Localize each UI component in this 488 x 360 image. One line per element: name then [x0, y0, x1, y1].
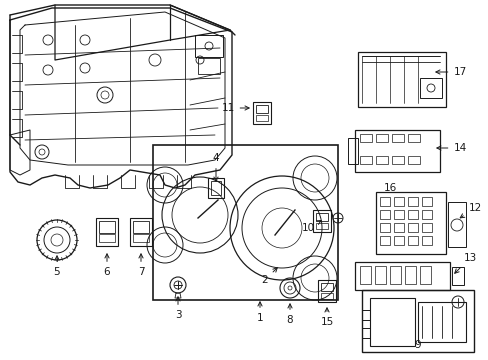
Bar: [317, 280, 335, 302]
Bar: [421, 210, 431, 219]
Bar: [207, 178, 224, 198]
Bar: [357, 52, 445, 107]
Bar: [391, 156, 403, 164]
Bar: [393, 210, 403, 219]
Bar: [320, 293, 332, 299]
Text: 14: 14: [436, 143, 466, 153]
Bar: [379, 197, 389, 206]
Bar: [312, 210, 330, 232]
Text: 12: 12: [459, 203, 481, 218]
Bar: [252, 102, 270, 124]
Text: 17: 17: [435, 67, 466, 77]
Bar: [393, 197, 403, 206]
Bar: [369, 298, 414, 346]
Text: 3: 3: [174, 297, 181, 320]
Bar: [195, 35, 223, 57]
Bar: [374, 266, 385, 284]
Bar: [407, 197, 417, 206]
Bar: [447, 202, 465, 247]
Bar: [130, 218, 152, 246]
Text: 4: 4: [212, 153, 219, 181]
Bar: [407, 223, 417, 232]
Bar: [256, 105, 267, 113]
Bar: [393, 236, 403, 245]
Bar: [256, 115, 267, 121]
Bar: [379, 236, 389, 245]
Bar: [421, 223, 431, 232]
Text: 2: 2: [261, 268, 277, 285]
Text: 6: 6: [103, 254, 110, 277]
Bar: [198, 58, 220, 74]
Text: 8: 8: [286, 304, 293, 325]
Bar: [210, 181, 221, 195]
Text: 10: 10: [301, 221, 321, 233]
Text: 11: 11: [221, 103, 248, 113]
Bar: [375, 192, 445, 254]
Bar: [320, 283, 332, 291]
Bar: [417, 302, 465, 342]
Text: 1: 1: [256, 302, 263, 323]
Bar: [407, 236, 417, 245]
Bar: [133, 234, 149, 242]
Text: 7: 7: [138, 254, 144, 277]
Bar: [153, 145, 337, 300]
Bar: [354, 130, 439, 172]
Bar: [421, 197, 431, 206]
Bar: [404, 266, 415, 284]
Text: 5: 5: [54, 256, 60, 277]
Bar: [347, 138, 357, 164]
Bar: [315, 213, 327, 221]
Bar: [419, 266, 430, 284]
Bar: [379, 210, 389, 219]
Bar: [96, 218, 118, 246]
Bar: [421, 236, 431, 245]
Bar: [99, 221, 115, 233]
Bar: [359, 156, 371, 164]
Text: 15: 15: [320, 308, 333, 327]
Bar: [99, 234, 115, 242]
Text: 16: 16: [383, 183, 396, 193]
Text: 13: 13: [454, 253, 476, 273]
Bar: [419, 78, 441, 98]
Bar: [315, 223, 327, 229]
Bar: [375, 134, 387, 142]
Bar: [393, 223, 403, 232]
Text: 9: 9: [414, 340, 421, 350]
Bar: [407, 156, 419, 164]
Bar: [354, 262, 449, 290]
Bar: [451, 267, 463, 285]
Bar: [359, 266, 370, 284]
Bar: [375, 156, 387, 164]
Bar: [361, 290, 473, 352]
Bar: [407, 134, 419, 142]
Bar: [407, 210, 417, 219]
Bar: [379, 223, 389, 232]
Bar: [389, 266, 400, 284]
Bar: [359, 134, 371, 142]
Bar: [391, 134, 403, 142]
Bar: [133, 221, 149, 233]
